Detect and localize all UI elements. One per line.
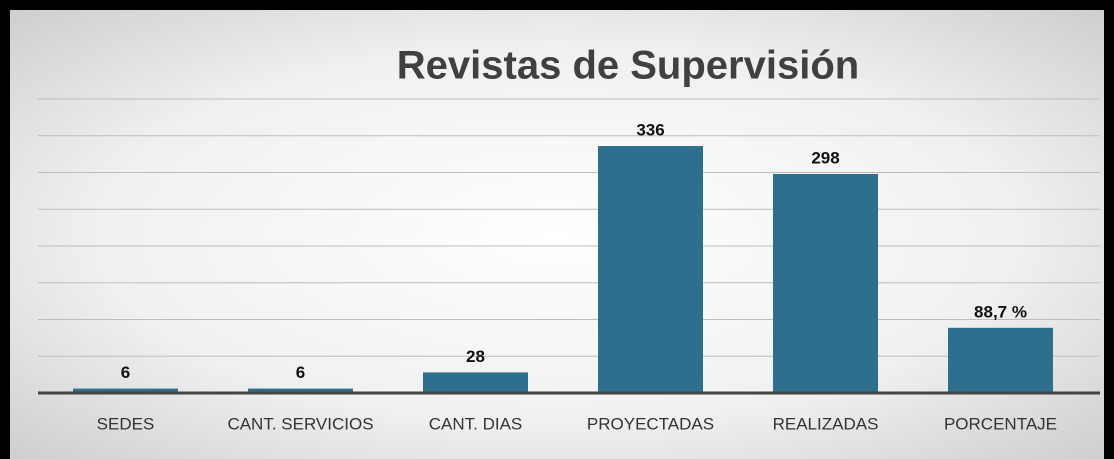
bar xyxy=(773,173,878,393)
bar xyxy=(248,388,353,393)
data-label: 28 xyxy=(466,347,485,366)
x-tick-label: CANT. SERVICIOS xyxy=(227,414,373,433)
bar xyxy=(73,388,178,393)
data-label: 6 xyxy=(121,363,130,382)
x-tick-label: PROYECTADAS xyxy=(587,414,714,433)
x-tick-label: REALIZADAS xyxy=(773,414,879,433)
bar xyxy=(598,146,703,393)
data-label: 298 xyxy=(811,148,839,167)
data-label: 88,7 % xyxy=(974,302,1027,321)
data-label: 6 xyxy=(296,363,305,382)
x-tick-label: CANT. DIAS xyxy=(429,414,523,433)
chart-background xyxy=(10,10,1104,459)
x-tick-label: SEDES xyxy=(97,414,155,433)
data-label: 336 xyxy=(636,121,664,140)
chart-title: Revistas de Supervisión xyxy=(397,44,859,88)
bar xyxy=(423,372,528,393)
bar xyxy=(948,327,1053,393)
x-tick-label: PORCENTAJE xyxy=(944,414,1057,433)
